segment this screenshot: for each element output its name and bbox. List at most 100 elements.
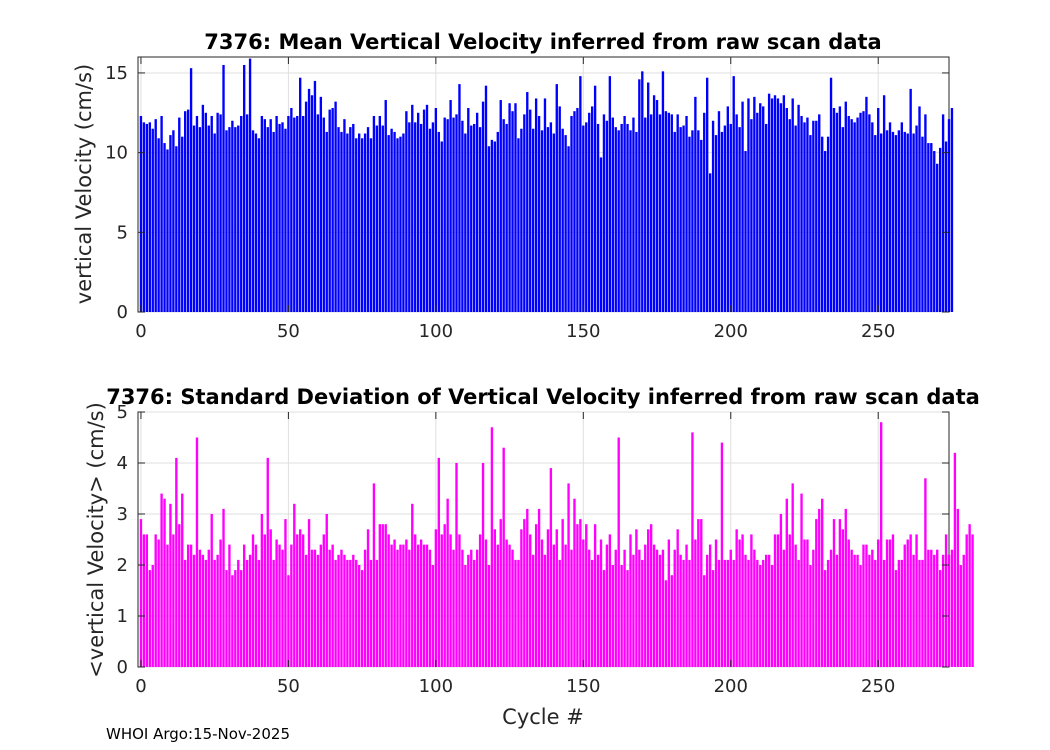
bar [425,544,429,667]
bar [726,559,729,667]
bar [620,123,623,312]
bar [231,120,234,312]
bar [334,559,337,667]
bar [729,549,732,667]
bar [428,128,432,312]
bar [328,549,331,667]
x-tick-label: 250 [861,676,895,697]
bottom-y-axis-label: <vertical Velocity> (cm/s) [84,402,108,678]
bar [337,127,340,312]
bar [764,554,768,667]
bar [402,133,405,312]
top-bars [139,58,954,312]
bar [865,544,868,667]
bar [257,138,261,312]
bar [375,559,379,667]
bar [638,549,641,667]
bar [871,549,874,667]
bar [779,103,783,312]
bar [496,131,499,312]
bar [325,514,328,667]
bar [304,101,308,312]
bar [546,127,550,312]
bar [461,120,464,312]
bar [664,580,668,667]
bar [257,559,261,667]
bar [160,493,163,667]
bar [245,559,249,667]
bar [747,98,750,312]
bar [573,498,576,667]
bar [369,559,373,667]
bar [658,554,662,667]
bar [933,151,936,312]
bar [408,122,411,312]
bar [405,539,408,667]
bar [381,524,384,667]
bar [237,125,240,312]
footer-stamp: WHOI Argo:15-Nov-2025 [106,725,290,743]
bar [673,131,676,312]
bar [738,539,741,667]
top-chart: 0 50 100 150 200 250 0 5 10 15 7376: Mean Vertica… [72,30,954,342]
bar [154,119,157,312]
bar [903,544,906,667]
bar [287,575,290,667]
bar [375,125,379,312]
bar [148,122,151,312]
bar [900,559,903,667]
bar [812,549,815,667]
bar [655,100,659,312]
bar [826,559,830,667]
bar [936,163,939,312]
bar [652,95,656,312]
bar [281,122,284,312]
bar [561,519,564,667]
bar [844,508,847,667]
x-tick-label: 50 [277,676,300,697]
bar [590,559,594,667]
bar [231,575,234,667]
bar [290,544,293,667]
bar [414,122,417,312]
bar [714,539,718,667]
bar [750,534,753,667]
bar [947,554,951,667]
bar [762,106,765,312]
bar [263,534,266,667]
bar [304,554,308,667]
bar [310,549,314,667]
bar [372,483,376,667]
bar [782,549,786,667]
bar [470,549,473,667]
bar [697,519,700,667]
bar [673,549,676,667]
bar [882,95,886,312]
bar [272,131,275,312]
bar [741,534,744,667]
x-tick-label: 100 [419,676,453,697]
bar [275,115,278,312]
bar [225,570,228,667]
y-tick-label: 3 [117,504,128,525]
bar [936,549,939,667]
bar [723,125,727,312]
bar [826,136,830,312]
bar [767,93,771,312]
bar [228,544,231,667]
bar [531,128,535,312]
bar [381,125,384,312]
bar [369,138,373,312]
bar [847,115,850,312]
bar [694,96,697,312]
bar [210,514,213,667]
bar [962,554,965,667]
bar [567,146,570,312]
bar [564,135,567,312]
bar [767,554,771,667]
bar [685,544,688,667]
bar [882,559,886,667]
bar [393,131,396,312]
bar [927,549,930,667]
bar [534,524,538,667]
